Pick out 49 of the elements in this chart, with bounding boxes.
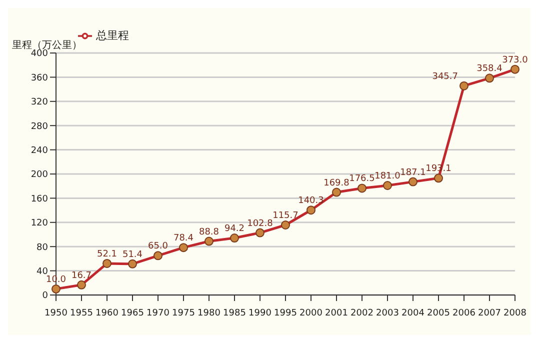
y-tick-label: 280	[30, 122, 48, 132]
y-tick-label: 160	[30, 194, 48, 204]
data-label: 176.5	[349, 174, 375, 184]
x-tick-label: 1965	[121, 308, 144, 318]
data-label: 187.1	[400, 168, 426, 178]
x-tick-label: 2008	[504, 308, 527, 318]
x-tick-label: 2002	[350, 308, 374, 318]
x-tick-label: 1970	[146, 308, 170, 318]
legend-label: 总里程	[96, 29, 129, 42]
y-tick-label: 200	[30, 170, 48, 180]
x-tick-label: 1975	[172, 308, 195, 318]
x-tick-label: 1990	[248, 308, 272, 318]
y-axis-title: 里程（万公里）	[12, 39, 82, 51]
data-label: 115.7	[272, 211, 298, 221]
y-tick-label: 360	[30, 73, 48, 84]
x-tick-label: 2000	[300, 308, 323, 318]
x-tick-label: 1995	[274, 308, 297, 318]
x-tick-label: 1980	[198, 308, 221, 318]
x-tick-label: 2004	[402, 308, 425, 318]
data-label: 102.8	[247, 218, 274, 229]
data-label: 140.3	[298, 196, 324, 206]
data-label: 94.2	[224, 224, 245, 234]
data-label: 78.4	[173, 234, 194, 244]
data-label: 345.7	[432, 72, 458, 82]
x-tick-label: 1955	[70, 308, 93, 318]
data-label: 88.8	[198, 227, 220, 238]
x-tick-label: 1960	[96, 308, 119, 318]
data-label: 181.0	[374, 171, 401, 182]
x-tick-label: 1950	[44, 308, 68, 318]
data-label: 373.0	[502, 55, 528, 66]
y-tick-label: 0	[42, 291, 48, 302]
data-label: 51.4	[122, 250, 143, 260]
y-tick-label: 80	[36, 242, 48, 253]
data-label: 169.8	[324, 178, 350, 188]
data-label: 52.1	[96, 249, 118, 260]
x-tick-label: 1985	[223, 308, 246, 318]
data-label: 65.0	[148, 242, 168, 252]
y-tick-label: 320	[30, 98, 48, 108]
y-tick-label: 120	[30, 218, 48, 229]
data-label: 16.7	[71, 270, 92, 281]
y-tick-label: 40	[36, 266, 48, 277]
y-tick-label: 400	[30, 49, 48, 60]
x-tick-label: 2003	[376, 308, 399, 318]
data-label: 358.4	[476, 64, 503, 74]
y-tick-label: 240	[30, 146, 48, 156]
x-tick-label: 2001	[325, 308, 348, 318]
x-tick-label: 2006	[452, 308, 476, 318]
x-tick-label: 2005	[427, 308, 450, 318]
x-tick-label: 2007	[478, 308, 501, 318]
